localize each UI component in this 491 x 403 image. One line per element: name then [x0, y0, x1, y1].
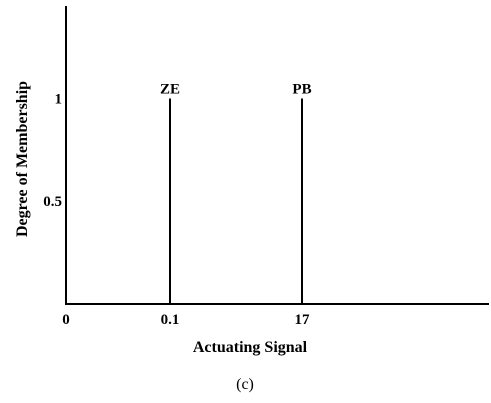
y-tick-label-1: 1 — [55, 91, 63, 107]
x-tick-label-2: 17 — [295, 312, 311, 328]
figure-caption: (c) — [236, 376, 254, 393]
x-tick-label-1: 0.1 — [161, 312, 180, 328]
spike-label-ze: ZE — [160, 81, 180, 97]
x-tick-label-0: 0 — [62, 312, 70, 328]
x-axis-label: Actuating Signal — [193, 339, 308, 356]
y-axis-label: Degree of Membership — [14, 81, 31, 237]
series-layer: ZE PB — [160, 81, 312, 304]
y-tick-label-0: 0.5 — [43, 194, 62, 210]
spike-label-pb: PB — [292, 81, 311, 97]
tick-layer: 0 0.1 17 0.5 1 — [43, 91, 310, 328]
